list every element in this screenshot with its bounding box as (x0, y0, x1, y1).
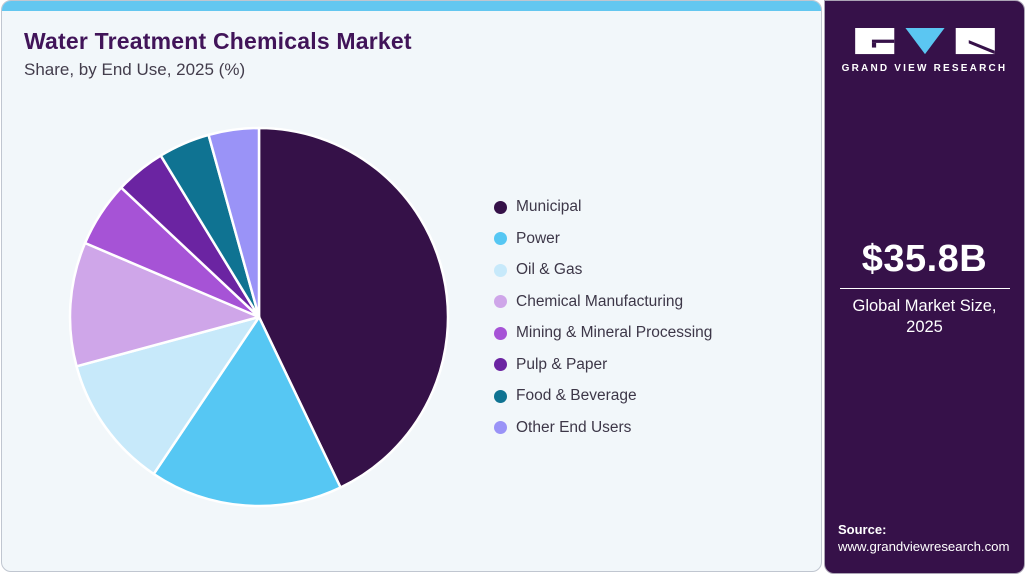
pie-slice-municipal (257, 126, 450, 489)
source-url: www.grandviewresearch.com (838, 539, 1010, 555)
pie-slice-other-end-users (207, 126, 261, 319)
source-label: Source: (838, 521, 887, 537)
legend-label: Mining & Mineral Processing (516, 324, 713, 342)
legend-label: Other End Users (516, 418, 632, 436)
legend-item: Chemical Manufacturing (494, 293, 712, 312)
legend-label: Food & Beverage (516, 387, 637, 405)
source-block: Source: www.grandviewresearch.com (838, 521, 1010, 556)
legend-item: Food & Beverage (494, 387, 712, 406)
legend-item: Municipal (494, 198, 712, 217)
legend-label: Chemical Manufacturing (516, 292, 684, 310)
legend-item: Mining & Mineral Processing (494, 324, 712, 343)
market-size-value: $35.8B (861, 238, 988, 280)
gvr-logo-icon (854, 28, 995, 55)
accent-top-bar (2, 1, 821, 11)
legend-label: Pulp & Paper (516, 355, 608, 373)
pie-slice-power (152, 315, 342, 508)
legend-dot-icon (494, 358, 507, 372)
legend-dot-icon (494, 263, 507, 277)
market-size-caption: Global Market Size, 2025 (852, 297, 997, 336)
brand-logo: GRAND VIEW RESEARCH (825, 28, 1024, 74)
legend-label: Power (516, 229, 560, 247)
legend-dot-icon (494, 295, 507, 309)
legend-label: Municipal (516, 198, 582, 216)
legend-item: Other End Users (494, 419, 712, 438)
pie-slice-chemical-manufacturing (68, 241, 261, 368)
sidebar: GRAND VIEW RESEARCH $35.8B Global Market… (824, 0, 1025, 574)
page-title: Water Treatment Chemicals Market (24, 28, 412, 54)
market-size-block: $35.8B Global Market Size, 2025 (825, 238, 1024, 337)
legend: Municipal Power Oil & Gas Chemical Manufact… (494, 198, 712, 437)
market-size-divider (839, 288, 1010, 289)
legend-dot-icon (494, 421, 507, 435)
legend-item: Power (494, 230, 712, 249)
chart-panel: Water Treatment Chemicals Market Share, … (1, 0, 822, 572)
legend-item: Oil & Gas (494, 261, 712, 280)
legend-dot-icon (494, 232, 507, 246)
legend-label: Oil & Gas (516, 261, 583, 279)
page-subtitle: Share, by End Use, 2025 (%) (24, 60, 246, 79)
pie-slice-oil-gas (75, 315, 261, 476)
brand-name: GRAND VIEW RESEARCH (841, 63, 1008, 74)
legend-item: Pulp & Paper (494, 356, 712, 375)
pie-chart (68, 126, 450, 508)
legend-dot-icon (494, 389, 507, 403)
legend-dot-icon (494, 200, 507, 214)
legend-dot-icon (494, 326, 507, 340)
